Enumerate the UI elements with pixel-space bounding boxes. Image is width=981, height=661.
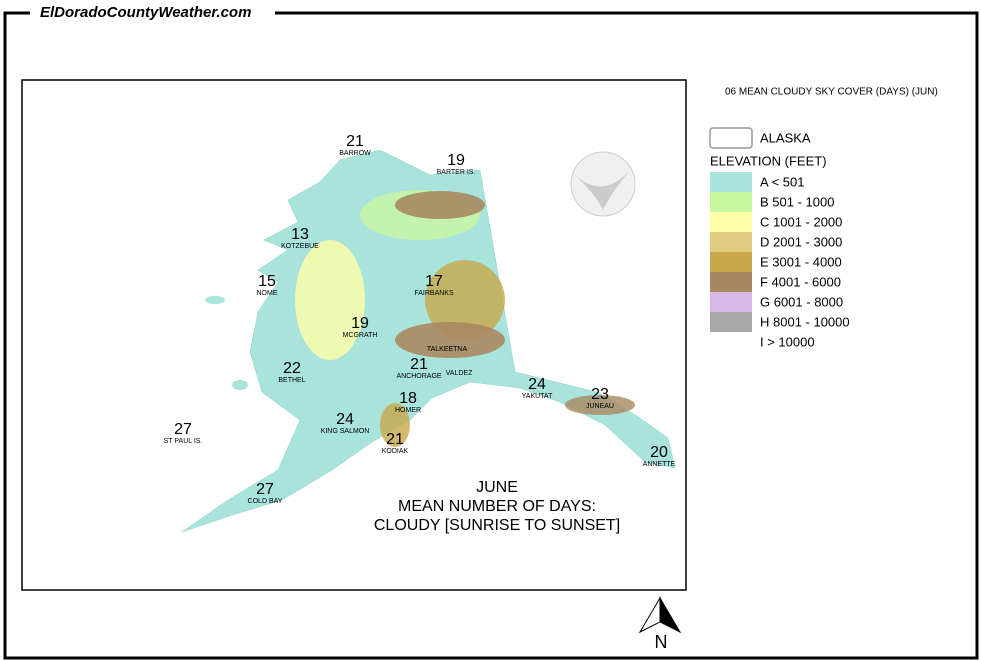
station-name: ST PAUL IS.: [164, 438, 203, 445]
legend-title: ELEVATION (FEET): [710, 153, 827, 168]
legend-swatch: [710, 212, 752, 232]
station-value: 19: [351, 315, 369, 332]
legend-label: B 501 - 1000: [760, 194, 834, 209]
station-name: KOTZEBUE: [281, 243, 319, 250]
station-value: 21: [410, 356, 428, 373]
station-value: 13: [291, 226, 309, 243]
caption-line: CLOUDY [SUNRISE TO SUNSET]: [374, 517, 620, 534]
brooks-range: [395, 191, 485, 219]
station-value: 24: [336, 411, 354, 428]
station-name: HOMER: [395, 407, 421, 414]
station-name: NOME: [257, 290, 278, 297]
station-value: 27: [174, 421, 192, 438]
legend-label: E 3001 - 4000: [760, 254, 842, 269]
island: [205, 296, 225, 304]
north-label: N: [655, 632, 668, 652]
island: [232, 380, 248, 390]
interior-highlands: [425, 260, 505, 340]
alaska-range: [395, 322, 505, 358]
map-title: 06 MEAN CLOUDY SKY COVER (DAYS) (JUN): [725, 87, 938, 98]
alaska-land: [181, 149, 676, 533]
legend-label: ALASKA: [760, 130, 811, 145]
outer-frame: [3, 11, 979, 660]
station-name: MCGRATH: [343, 332, 378, 339]
legend-label: D 2001 - 3000: [760, 234, 842, 249]
caption: JUNE MEAN NUMBER OF DAYS: CLOUDY [SUNRIS…: [374, 479, 620, 534]
station-value: 17: [425, 273, 443, 290]
station-name: KODIAK: [382, 448, 409, 455]
legend-label: I > 10000: [760, 334, 815, 349]
legend-label: A < 501: [760, 174, 804, 189]
legend-label: G 6001 - 8000: [760, 294, 843, 309]
station-name: FAIRBANKS: [414, 290, 454, 297]
station-name: ANNETTE: [643, 461, 676, 468]
kodiak-island: [380, 403, 410, 447]
legend-swatch: [710, 192, 752, 212]
legend-swatch: [710, 172, 752, 192]
legend-label: F 4001 - 6000: [760, 274, 841, 289]
legend: A < 501 B 501 - 1000 C 1001 - 2000 D 2001 -…: [710, 172, 850, 349]
title-backdrop: [30, 3, 275, 23]
noaa-logo: [570, 151, 636, 217]
legend-swatch: [710, 232, 752, 252]
station-value: 19: [447, 152, 465, 169]
legend-swatch: [710, 272, 752, 292]
north-arrow: N: [638, 596, 682, 652]
station-value: 18: [399, 390, 417, 407]
station-value: 21: [386, 431, 404, 448]
station-value: 24: [528, 376, 546, 393]
station-name: BETHEL: [278, 377, 305, 384]
station-name: YAKUTAT: [522, 393, 553, 400]
station-name: BARROW: [339, 150, 371, 157]
legend-swatch: [710, 312, 752, 332]
station-name: TALKEETNA: [427, 346, 468, 353]
legend-label: H 8001 - 10000: [760, 314, 850, 329]
caption-line: JUNE: [476, 479, 518, 496]
station-value: 21: [346, 133, 364, 150]
station-value: 22: [283, 360, 301, 377]
boundary-swatch: [709, 127, 753, 149]
station-value: 15: [258, 273, 276, 290]
legend-swatch: [710, 292, 752, 312]
legend-label: C 1001 - 2000: [760, 214, 842, 229]
station-value: 20: [650, 444, 668, 461]
station-value: 23: [591, 386, 609, 403]
station-name: BARTER IS.: [437, 169, 476, 176]
station-name: COLD BAY: [248, 498, 283, 505]
station-name: ANCHORAGE: [396, 373, 441, 380]
legend-swatch: [710, 252, 752, 272]
coast-range: [565, 395, 635, 415]
site-title: ElDoradoCountyWeather.com: [40, 4, 251, 21]
caption-line: MEAN NUMBER OF DAYS:: [398, 498, 596, 515]
station-name: VALDEZ: [446, 370, 473, 377]
upland: [295, 240, 365, 360]
station-value: 27: [256, 481, 274, 498]
station-name: KING SALMON: [321, 428, 370, 435]
station-name: JUNEAU: [586, 403, 614, 410]
